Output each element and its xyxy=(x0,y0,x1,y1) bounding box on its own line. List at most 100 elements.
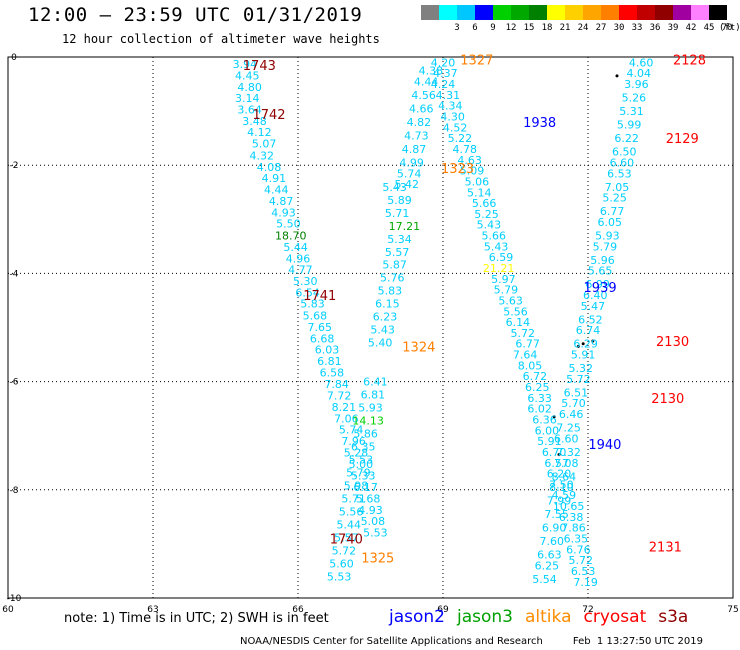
swh-observation: 7.32 xyxy=(556,446,581,459)
swh-observation: 5.79 xyxy=(346,466,371,479)
swh-observation: 6.38 xyxy=(559,511,584,524)
island-speck xyxy=(576,344,580,348)
swh-observation: 4.56 xyxy=(411,89,436,102)
swh-observation: 5.43 xyxy=(477,219,502,232)
swh-observation: 5.26 xyxy=(622,92,647,105)
island-speck xyxy=(615,74,619,78)
swh-observation: 6.35 xyxy=(351,441,376,454)
swh-observation: 18.70 xyxy=(275,230,307,243)
swh-observation: 5.44 xyxy=(283,241,308,254)
scale-label: 24 xyxy=(577,23,589,33)
pass-label: 1740 xyxy=(330,532,363,547)
swh-observation: 3.94 xyxy=(233,58,258,71)
swh-observation: 4.78 xyxy=(453,143,478,156)
scale-swatch xyxy=(565,5,583,20)
swh-observation: 6.17 xyxy=(353,481,378,494)
swh-observation: 5.97 xyxy=(491,273,516,286)
scale-label: 36 xyxy=(649,23,661,33)
swh-observation: 7.08 xyxy=(554,457,579,470)
footer: NOAA/NESDIS Center for Satellite Applica… xyxy=(240,636,703,647)
swh-observation: 6.02 xyxy=(527,403,552,416)
scale-swatch xyxy=(583,5,601,20)
pass-label: 1743 xyxy=(243,59,276,74)
swh-observation: 5.57 xyxy=(334,531,359,544)
scale-label: 42 xyxy=(685,23,697,33)
swh-observation: 6.33 xyxy=(527,392,552,405)
swh-observation: 6.74 xyxy=(576,324,601,337)
x-tick-label: 69 xyxy=(437,605,449,615)
x-tick-label: 60 xyxy=(2,605,14,615)
swh-observation: 5.71 xyxy=(341,492,366,505)
map-subtitle: 12 hour collection of altimeter wave hei… xyxy=(62,32,380,46)
swh-observation: 5.86 xyxy=(353,428,378,441)
swh-observation: 8.05 xyxy=(518,359,543,372)
scale-label: 12 xyxy=(505,23,517,33)
legend-cryosat: cryosat xyxy=(583,607,647,627)
legend-jason2: jason2 xyxy=(389,607,445,627)
pass-label: 2131 xyxy=(649,541,682,556)
swh-observation: 7.25 xyxy=(556,422,581,435)
swh-observation: 5.71 xyxy=(385,207,410,220)
swh-observation: 6.72 xyxy=(523,370,548,383)
swh-observation: 4.87 xyxy=(269,195,294,208)
swh-observation: 6.52 xyxy=(578,313,603,326)
swh-observation: 6.25 xyxy=(535,560,560,573)
swh-observation: 5.83 xyxy=(378,285,403,298)
y-tick-label: 0 xyxy=(11,53,17,63)
swh-observation: 5.47 xyxy=(581,300,606,313)
scale-swatch xyxy=(547,5,565,20)
swh-observation: 7.96 xyxy=(341,435,366,448)
swh-observation: 5.74 xyxy=(397,167,422,180)
scale-label: 18 xyxy=(541,23,553,33)
swh-observation: 6.54 xyxy=(295,286,320,299)
swh-observation: 4.37 xyxy=(433,67,458,80)
satellite-legend: jason2 jason3 altika cryosat s3a xyxy=(389,607,700,627)
footer-source: NOAA/NESDIS Center for Satellite Applica… xyxy=(240,636,543,647)
swh-observation: 5.72 xyxy=(332,544,357,557)
swh-observation: 5.34 xyxy=(387,233,412,246)
swh-observation: 6.70 xyxy=(542,446,567,459)
scale-swatch xyxy=(421,5,439,20)
swh-observation: 7.06 xyxy=(334,412,359,425)
swh-observation: 5.30 xyxy=(293,275,318,288)
swh-observation: 6.29 xyxy=(573,338,598,351)
swh-observation: 5.79 xyxy=(494,284,519,297)
swh-observation: 5.87 xyxy=(382,259,407,272)
swh-observation: 17.21 xyxy=(389,220,421,233)
swh-observation: 6.20 xyxy=(547,468,572,481)
swh-observation: 5.91 xyxy=(571,349,596,362)
swh-observation: 5.66 xyxy=(472,197,497,210)
swh-observation: 6.76 xyxy=(566,543,591,556)
island-speck xyxy=(557,453,561,457)
swh-observation: 4.20 xyxy=(431,56,456,69)
pass-label: 1940 xyxy=(588,438,621,453)
swh-observation: 4.66 xyxy=(409,102,434,115)
swh-observation: 4.45 xyxy=(235,69,260,82)
swh-observation: 21.21 xyxy=(483,262,515,275)
scale-swatch xyxy=(637,5,655,20)
swh-observation: 4.38 xyxy=(419,65,444,78)
map-frame xyxy=(7,56,734,599)
scale-label: 27 xyxy=(595,23,607,33)
swh-observation: 5.76 xyxy=(380,272,405,285)
swh-observation: 5.99 xyxy=(617,119,642,132)
scale-unit: (ft) xyxy=(719,23,740,33)
scale-swatch xyxy=(457,5,475,20)
pass-label: 1327 xyxy=(460,54,493,69)
legend-altika: altika xyxy=(525,607,572,627)
swh-observation: 6.35 xyxy=(564,532,589,545)
swh-observation: 5.09 xyxy=(460,165,485,178)
swh-observation: 7.64 xyxy=(513,349,538,362)
scale-swatch xyxy=(475,5,493,20)
swh-observation: 4.91 xyxy=(262,172,287,185)
swh-observation: 6.00 xyxy=(535,424,560,437)
swh-observation: 4.32 xyxy=(250,149,275,162)
swh-observation: 5.96 xyxy=(590,254,615,267)
scale-swatch xyxy=(511,5,529,20)
swh-observation: 5.56 xyxy=(503,305,528,318)
swh-observation: 5.07 xyxy=(252,138,277,151)
scale-swatch xyxy=(691,5,709,20)
swh-observation: 6.60 xyxy=(554,432,579,445)
swh-observation: 6.51 xyxy=(564,386,589,399)
note-text: note: 1) Time is in UTC; 2) SWH is in fe… xyxy=(64,611,329,626)
